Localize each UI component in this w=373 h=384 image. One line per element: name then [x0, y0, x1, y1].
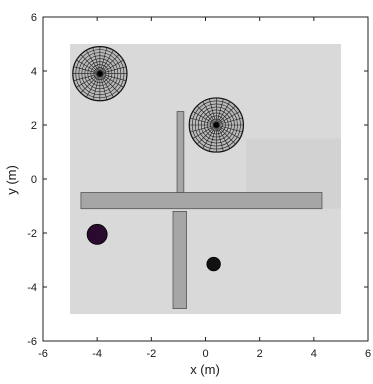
x-tick-label: 6: [365, 348, 371, 360]
sphere-meridian-line: [190, 124, 217, 133]
sphere-meridian-line: [99, 73, 124, 88]
sphere-meridian-line: [99, 73, 120, 94]
y-tick-label: 2: [31, 120, 37, 132]
sphere-meridian-line: [76, 59, 101, 74]
sphere-meridian-line: [196, 124, 217, 145]
sphere-meridian-line: [196, 105, 217, 126]
sphere-meridian-line: [92, 73, 101, 100]
sphere-center: [97, 71, 103, 77]
y-tick-label: -4: [27, 282, 37, 294]
y-tick-label: 6: [31, 12, 37, 24]
objects-layer: [72, 46, 245, 272]
sphere-meridian-line: [216, 101, 231, 126]
sphere-meridian-line: [202, 101, 217, 126]
x-tick-label: 0: [202, 348, 208, 360]
y-tick-label: 0: [31, 174, 37, 186]
sphere-meridian-line: [209, 124, 217, 152]
sphere-meridian-line: [216, 124, 243, 133]
ticks-layer: -6 -4 -2 0 2 4 6 -6 -4 -2 0 2 4 6: [27, 12, 371, 360]
sphere-meridian-line: [99, 73, 127, 81]
sphere-meridian-line: [99, 54, 120, 74]
wall-obstacle: [172, 210, 187, 309]
sphere-meridian-line: [190, 117, 217, 126]
sphere-meridian-line: [99, 73, 114, 98]
wall-obstacle: [80, 192, 323, 210]
sphere-obstacle: [188, 97, 245, 153]
sphere-meridian-line: [99, 66, 127, 74]
sphere-meridian-line: [192, 124, 217, 139]
x-tick-label: -6: [38, 348, 48, 360]
sphere-meridian-line: [80, 54, 101, 74]
sphere-meridian-line: [202, 124, 217, 149]
y-axis-label: y (m): [4, 165, 19, 195]
sphere-obstacle: [72, 46, 128, 102]
sphere-meridian-line: [80, 73, 101, 94]
sphere-meridian-line: [216, 111, 240, 126]
y-tick-label: -2: [27, 228, 37, 240]
sphere-meridian-line: [92, 47, 101, 74]
sphere-meridian-line: [99, 47, 108, 74]
sphere-meridian-line: [216, 117, 243, 126]
y-tick-label: 4: [31, 66, 37, 78]
sphere-meridian-line: [216, 105, 236, 126]
sphere-meridian-line: [86, 73, 101, 98]
sphere-meridian-line: [192, 111, 217, 126]
sphere-center: [213, 122, 219, 128]
sphere-meridian-line: [73, 73, 100, 81]
sphere-meridian-line: [73, 66, 100, 74]
x-tick-label: 4: [311, 348, 317, 360]
x-tick-label: 2: [257, 348, 263, 360]
wall-obstacle: [176, 111, 185, 193]
sphere-meridian-line: [86, 50, 101, 74]
sphere-meridian-line: [99, 73, 108, 100]
sphere-meridian-line: [209, 98, 217, 126]
sphere-meridian-line: [216, 124, 240, 139]
y-tick-label: -6: [27, 336, 37, 348]
point-marker: [206, 256, 221, 272]
sphere-meridian-line: [216, 124, 236, 145]
sphere-meridian-line: [216, 124, 231, 149]
sphere-meridian-line: [76, 73, 101, 88]
sphere-meridian-line: [99, 50, 114, 74]
x-tick-label: -4: [92, 348, 102, 360]
point-marker: [86, 223, 108, 245]
x-tick-label: -2: [146, 348, 156, 360]
x-axis-label: x (m): [190, 362, 220, 377]
sphere-meridian-line: [99, 59, 124, 74]
sphere-meridian-line: [216, 98, 224, 126]
sphere-meridian-line: [216, 124, 224, 152]
walls-layer: [80, 111, 323, 309]
